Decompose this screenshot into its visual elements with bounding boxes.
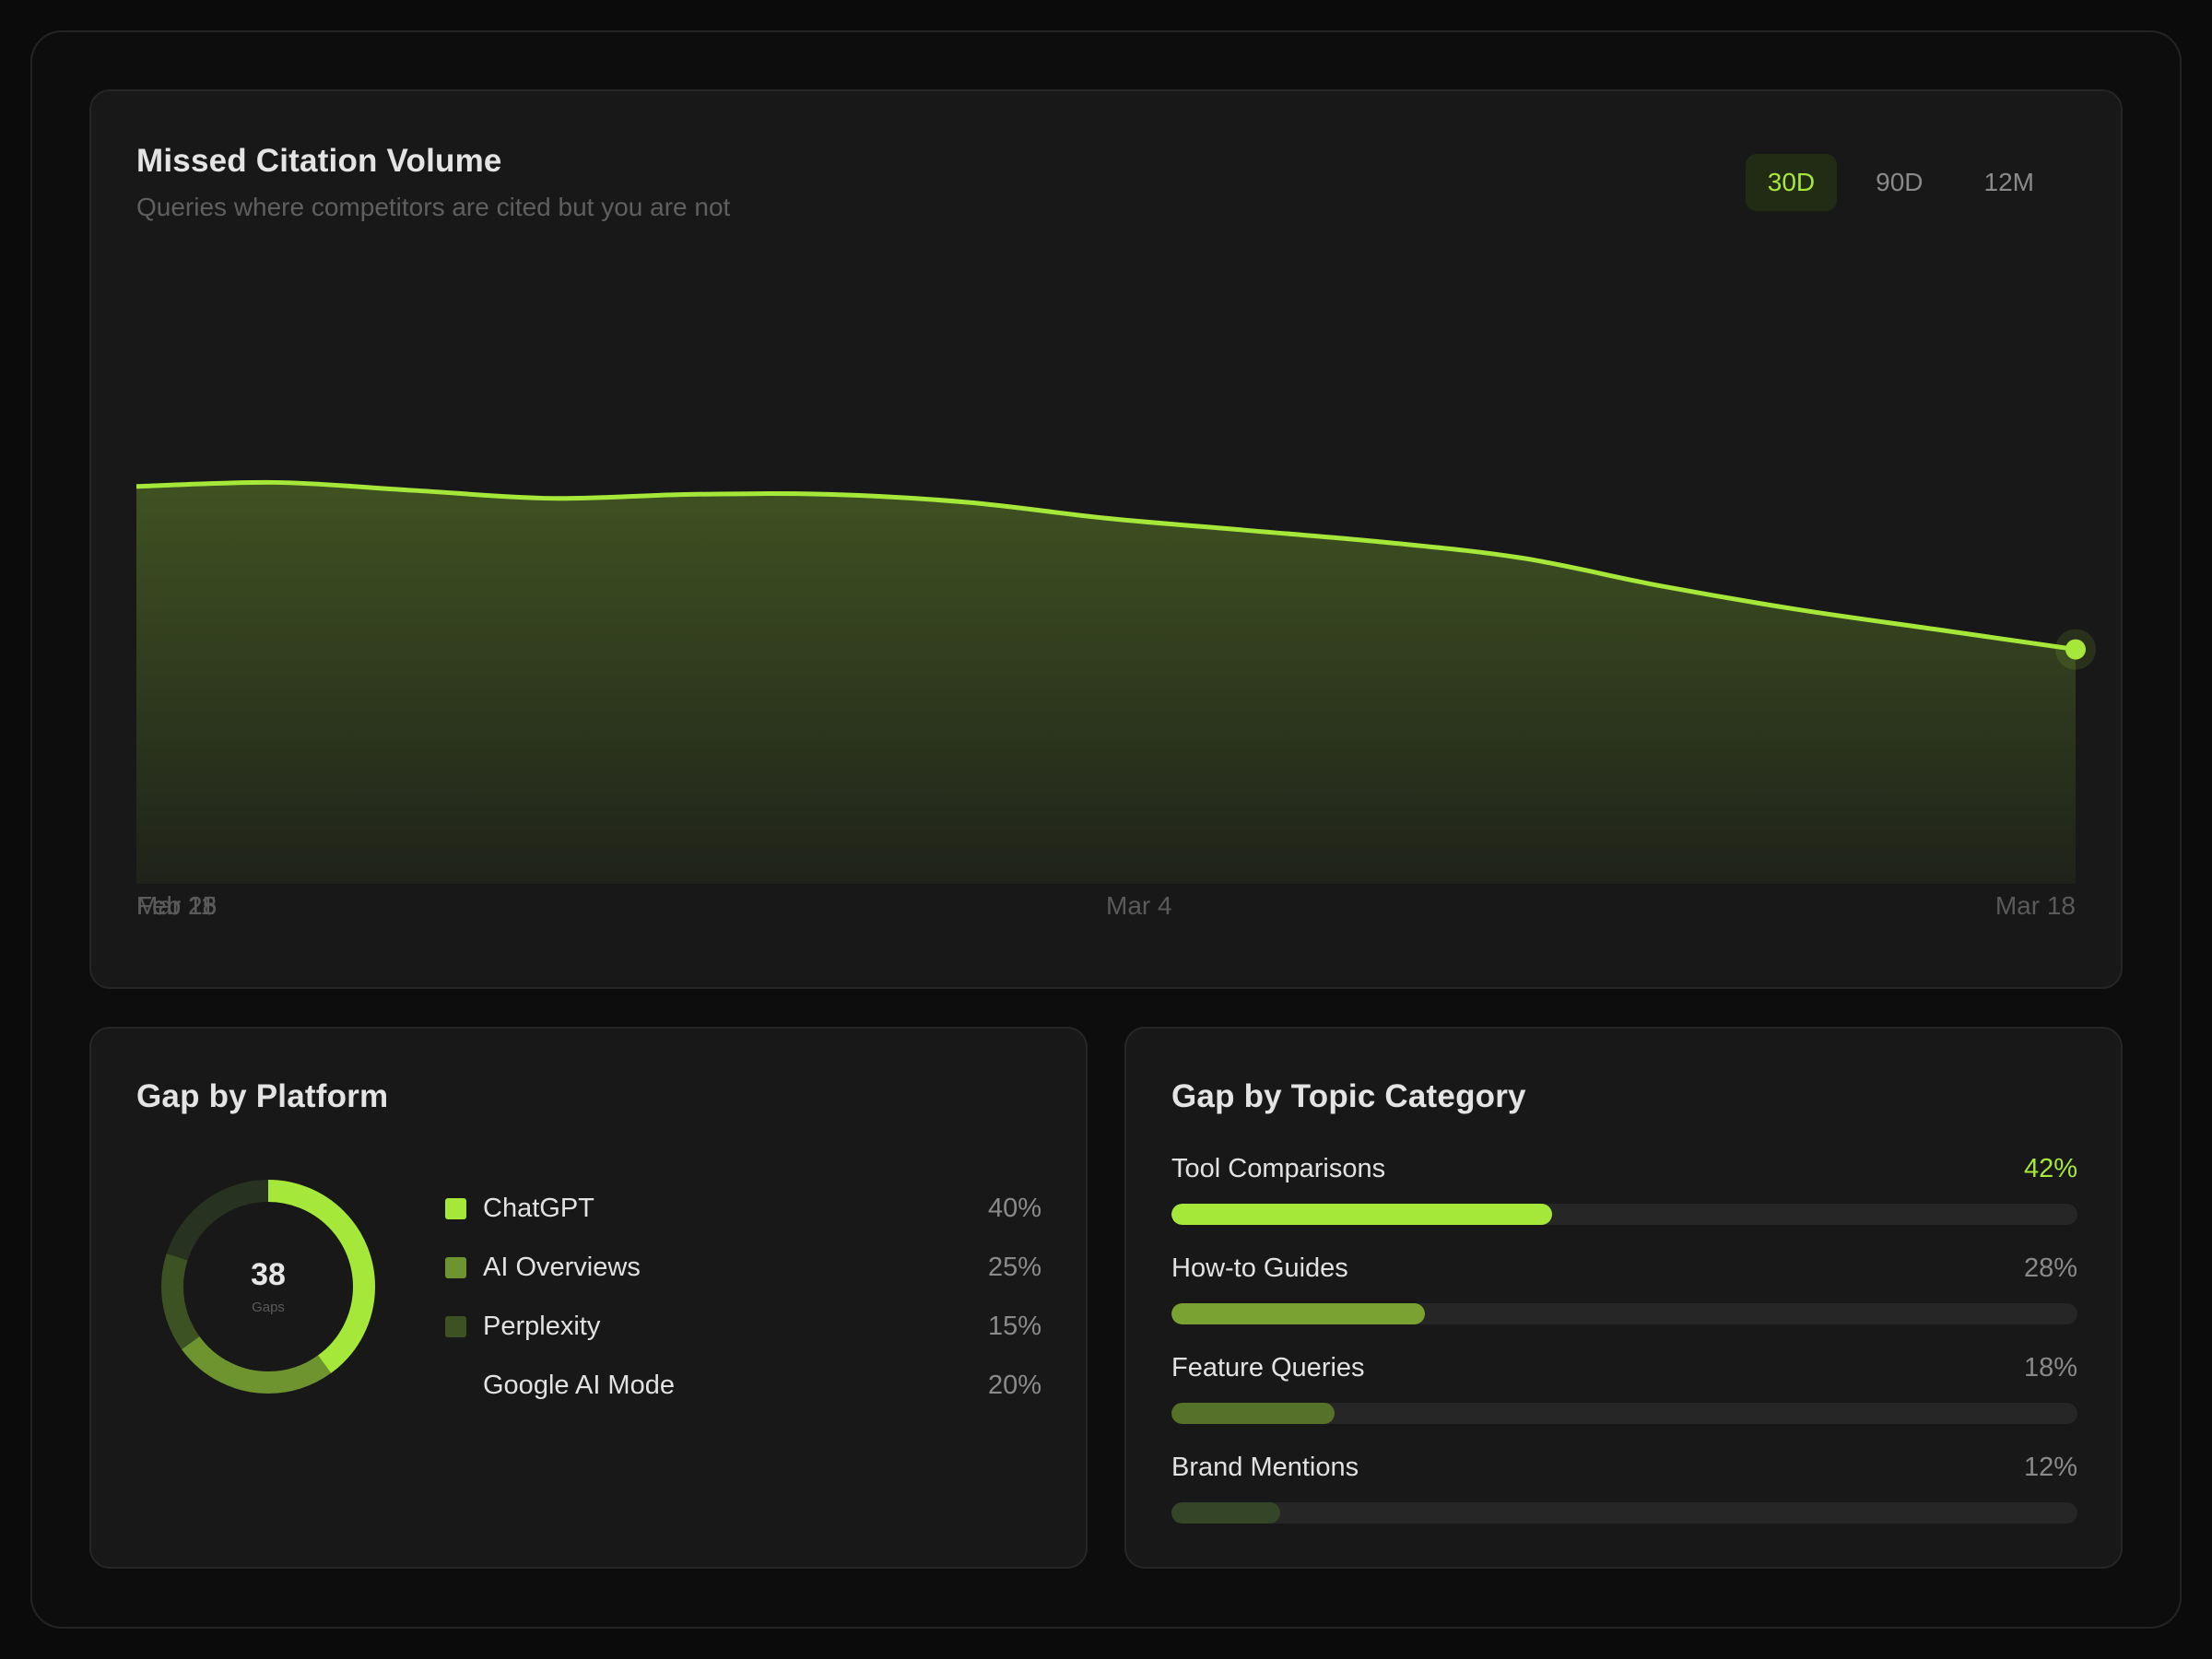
range-selector: 30D 90D 12M (1745, 154, 2056, 211)
volume-point (1103, 515, 1109, 521)
legend-item[interactable]: AI Overviews 25% (445, 1238, 1041, 1297)
volume-point (688, 491, 693, 497)
volume-point (549, 496, 555, 501)
topic-progress-track (1171, 1403, 2077, 1424)
topic-percent: 42% (2023, 1154, 2077, 1183)
topic-progress-track (1171, 1303, 2077, 1324)
volume-point (134, 484, 139, 489)
legend-item[interactable]: Perplexity 15% (445, 1297, 1041, 1356)
gap-by-platform-card: Gap by Platform 38 Gaps ChatGPT 40% AI Ove… (89, 1027, 1088, 1569)
volume-point (272, 479, 277, 485)
topic-item[interactable]: Tool Comparisons 42% (1171, 1154, 2077, 1253)
legend-label: ChatGPT (483, 1193, 594, 1223)
topic-item[interactable]: How-to Guides 28% (1171, 1253, 2077, 1353)
platform-donut-chart: 38 Gaps (158, 1176, 379, 1397)
topic-progress-fill (1171, 1303, 1426, 1324)
donut-segment-perplexity[interactable] (161, 1180, 375, 1394)
volume-title: Missed Citation Volume (136, 143, 502, 179)
range-button-12m[interactable]: 12M (1983, 168, 2034, 196)
legend-item[interactable]: ChatGPT 40% (445, 1179, 1041, 1238)
x-tick-label: Feb 25 (136, 891, 217, 920)
topic-percent: 18% (2023, 1353, 2077, 1382)
topic-title: Gap by Topic Category (1171, 1078, 1526, 1114)
topic-label: Brand Mentions (1171, 1453, 1359, 1482)
topic-progress-track (1171, 1502, 2077, 1524)
donut-total-value: 38 (251, 1256, 286, 1292)
donut-segment-google-ai-mode[interactable] (161, 1180, 375, 1394)
topic-percent: 28% (2023, 1253, 2077, 1283)
legend-swatch (445, 1197, 466, 1219)
x-tick-label: Mar 4 (1106, 891, 1172, 920)
legend-swatch (445, 1256, 466, 1278)
volume-point (1381, 539, 1386, 545)
volume-subtitle: Queries where competitors are cited but … (136, 193, 731, 221)
volume-point (1657, 583, 1663, 589)
x-tick-label: Mar 18 (1995, 891, 2076, 920)
volume-point (1241, 527, 1247, 533)
legend-percent: 40% (987, 1193, 1041, 1223)
topic-item[interactable]: Brand Mentions 12% (1171, 1453, 2077, 1552)
x-tick-label: Mar 11 (136, 891, 215, 920)
topic-progress-fill (1171, 1502, 1280, 1524)
topic-label: How-to Guides (1171, 1253, 1348, 1283)
volume-point (411, 488, 417, 493)
volume-point (1935, 627, 1940, 632)
volume-point (1795, 606, 1801, 612)
topic-percent: 12% (2023, 1453, 2077, 1482)
legend-swatch (445, 1315, 466, 1337)
topic-progress-track (1171, 1204, 2077, 1225)
x-tick-label: Feb 18 (136, 891, 217, 920)
legend-percent: 15% (987, 1311, 1041, 1341)
range-button-30d[interactable]: 30D (1745, 154, 1838, 211)
topic-item[interactable]: Feature Queries 18% (1171, 1353, 2077, 1453)
volume-line (135, 479, 2077, 653)
missed-citation-volume-card: Missed Citation Volume Queries where com… (89, 89, 2123, 989)
legend-item[interactable]: Google AI Mode 20% (445, 1356, 1041, 1415)
volume-area-fill (136, 482, 2076, 884)
topic-list: Tool Comparisons 42% How-to Guides 28% Featu… (1171, 1154, 2077, 1552)
volume-point (1519, 555, 1524, 560)
legend-percent: 20% (987, 1370, 1041, 1400)
legend-label: Perplexity (483, 1311, 601, 1341)
platform-title: Gap by Platform (136, 1078, 389, 1114)
donut-segment-ai-overviews[interactable] (161, 1180, 375, 1394)
latest-point-marker[interactable] (2065, 639, 2086, 660)
legend-swatch (445, 1375, 466, 1396)
topic-progress-fill (1171, 1204, 1552, 1225)
legend-percent: 25% (987, 1252, 1041, 1282)
topic-label: Tool Comparisons (1171, 1154, 1386, 1183)
legend-label: Google AI Mode (483, 1370, 675, 1400)
gap-by-topic-card: Gap by Topic Category Tool Comparisons 42… (1124, 1027, 2123, 1569)
platform-legend: ChatGPT 40% AI Overviews 25% Perplexity 15% Go… (445, 1179, 1041, 1415)
topic-label: Feature Queries (1171, 1353, 1365, 1382)
donut-total-label: Gaps (252, 1299, 285, 1315)
topic-progress-fill (1171, 1403, 1335, 1424)
volume-point (965, 500, 971, 505)
legend-label: AI Overviews (483, 1252, 641, 1282)
volume-point (826, 491, 831, 497)
range-button-90d[interactable]: 90D (1876, 168, 1924, 196)
